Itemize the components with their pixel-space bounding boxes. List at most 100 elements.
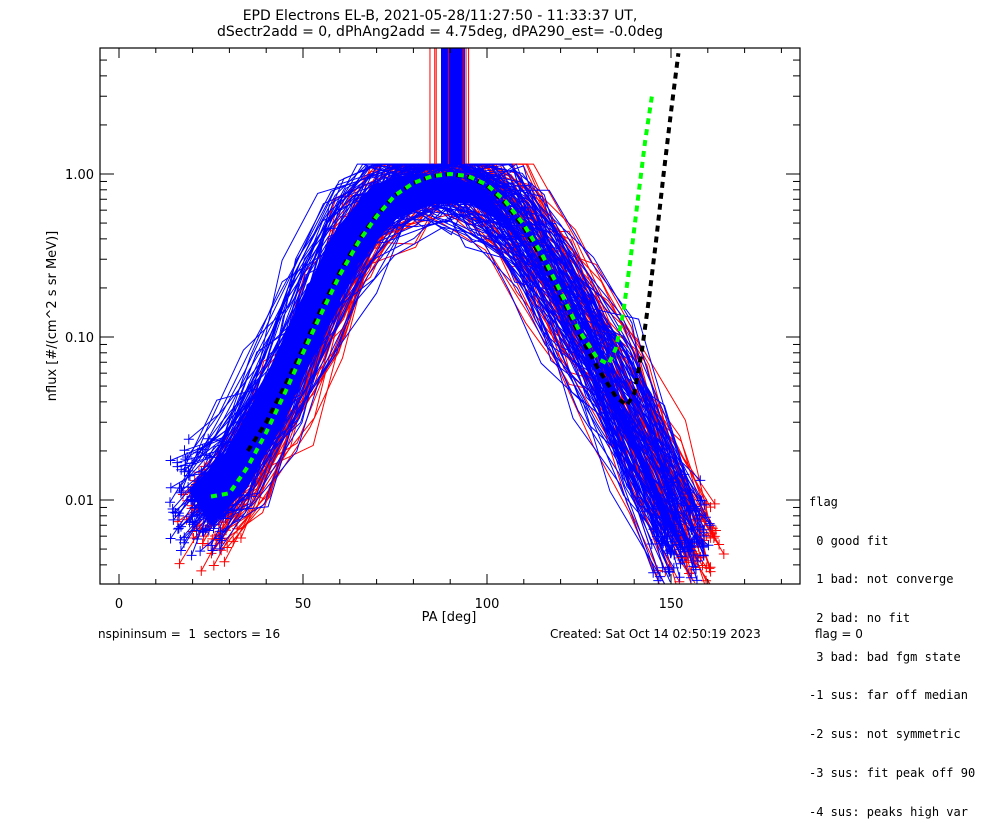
plus-marker bbox=[183, 434, 194, 445]
spike-fill bbox=[441, 48, 465, 165]
plus-marker bbox=[662, 546, 673, 557]
legend-entry: -1 sus: far off median bbox=[809, 688, 968, 703]
x-tick-label-50: 50 bbox=[295, 597, 312, 612]
plus-marker bbox=[164, 497, 175, 508]
plus-marker bbox=[167, 504, 178, 515]
legend-entry: -4 sus: peaks high var bbox=[809, 804, 968, 819]
plus-marker bbox=[696, 495, 707, 506]
plus-marker bbox=[714, 539, 725, 550]
plus-marker bbox=[165, 455, 176, 466]
legend-entry: 3 bad: bad fgm state bbox=[809, 649, 961, 664]
y-tick-label-0.01: 0.01 bbox=[65, 494, 94, 509]
plus-marker bbox=[689, 501, 700, 512]
plus-marker bbox=[704, 563, 715, 574]
plus-marker bbox=[709, 498, 720, 509]
plus-marker bbox=[692, 513, 703, 524]
plus-marker bbox=[184, 470, 195, 481]
plus-marker bbox=[176, 464, 187, 475]
plus-marker bbox=[172, 457, 183, 468]
plus-marker bbox=[698, 541, 709, 552]
y-axis-ticks bbox=[100, 59, 800, 566]
x-axis-ticks bbox=[118, 48, 782, 584]
plus-marker bbox=[207, 545, 218, 556]
plus-marker bbox=[705, 520, 716, 531]
plus-marker bbox=[165, 533, 176, 544]
x-tick-label-150: 150 bbox=[659, 597, 684, 612]
plus-marker bbox=[176, 485, 187, 496]
plus-marker bbox=[698, 550, 709, 561]
plus-marker bbox=[697, 560, 708, 571]
plus-marker bbox=[689, 534, 700, 545]
plus-marker bbox=[201, 450, 212, 461]
plus-marker bbox=[664, 567, 675, 578]
chart-subtitle: dSectr2add = 0, dPhAng2add = 4.75deg, dP… bbox=[217, 24, 663, 40]
x-tick-label-100: 100 bbox=[475, 597, 500, 612]
legend-title: flag bbox=[809, 494, 838, 509]
plus-marker bbox=[195, 546, 206, 557]
plus-marker bbox=[693, 556, 703, 567]
plus-marker bbox=[646, 539, 657, 550]
y-tick-label-0.10: 0.10 bbox=[65, 331, 94, 346]
x-axis-label: PA [deg] bbox=[422, 610, 477, 625]
plus-marker bbox=[686, 542, 697, 553]
plus-marker bbox=[685, 572, 696, 583]
plus-marker bbox=[698, 524, 709, 535]
plus-marker bbox=[180, 460, 191, 471]
plus-marker bbox=[671, 512, 682, 523]
chart-title: EPD Electrons EL-B, 2021-05-28/11:27:50 … bbox=[243, 8, 638, 24]
plus-marker bbox=[707, 528, 718, 539]
plus-marker bbox=[165, 482, 176, 493]
legend-entry: 0 good fit bbox=[809, 533, 889, 548]
plus-marker bbox=[214, 543, 225, 554]
footer-flag: flag = 0 bbox=[815, 627, 863, 641]
plus-marker bbox=[668, 562, 679, 573]
plus-marker bbox=[235, 533, 246, 544]
plus-marker bbox=[208, 560, 219, 571]
legend-entry: -2 sus: not symmetric bbox=[809, 727, 961, 742]
plus-marker bbox=[214, 533, 225, 544]
plus-marker bbox=[206, 540, 217, 551]
legend-entry: 2 bad: no fit bbox=[809, 610, 911, 625]
plus-marker bbox=[648, 567, 659, 578]
plus-marker bbox=[228, 536, 239, 547]
plus-marker bbox=[667, 536, 678, 547]
plus-marker bbox=[216, 535, 227, 546]
footer-created: Created: Sat Oct 14 02:50:19 2023 bbox=[550, 627, 761, 641]
plus-marker bbox=[174, 558, 185, 569]
plus-marker bbox=[695, 495, 706, 506]
spike-band bbox=[429, 48, 470, 165]
y-axis-label: nflux [#/(cm^2 s sr MeV)] bbox=[45, 231, 60, 401]
y-tick-label-1.00: 1.00 bbox=[65, 168, 94, 183]
plus-marker bbox=[175, 534, 186, 545]
plus-marker bbox=[690, 564, 701, 575]
plus-marker bbox=[676, 551, 687, 562]
plus-marker bbox=[685, 506, 696, 517]
footer-spin-info: nspininsum = 1 sectors = 16 bbox=[98, 627, 281, 641]
spin-traces bbox=[164, 163, 729, 584]
plus-marker bbox=[658, 538, 669, 549]
plus-marker bbox=[168, 514, 179, 525]
x-tick-label-0: 0 bbox=[115, 597, 123, 612]
plus-marker bbox=[175, 487, 186, 498]
plus-marker bbox=[669, 549, 680, 560]
green-fit-curve bbox=[210, 91, 655, 499]
plus-marker bbox=[175, 521, 186, 532]
trace-band bbox=[188, 174, 690, 562]
legend-entry: -3 sus: fit peak off 90 bbox=[809, 765, 976, 780]
plus-marker bbox=[674, 572, 685, 583]
trace-line bbox=[221, 193, 694, 543]
plus-marker bbox=[175, 545, 186, 556]
plus-marker bbox=[189, 503, 200, 514]
plus-marker bbox=[718, 548, 729, 559]
plus-marker bbox=[695, 475, 706, 486]
plus-marker bbox=[703, 540, 714, 551]
plus-marker bbox=[197, 538, 208, 549]
plus-marker bbox=[680, 546, 691, 557]
plus-marker bbox=[179, 445, 190, 456]
plus-marker bbox=[219, 556, 230, 567]
legend-entry: 1 bad: not converge bbox=[809, 572, 954, 587]
flag-legend: flag 0 good fit 1 bad: not converge 2 ba… bbox=[809, 470, 975, 831]
plus-marker bbox=[200, 524, 211, 535]
plus-marker bbox=[196, 565, 207, 576]
plus-marker bbox=[687, 537, 698, 548]
